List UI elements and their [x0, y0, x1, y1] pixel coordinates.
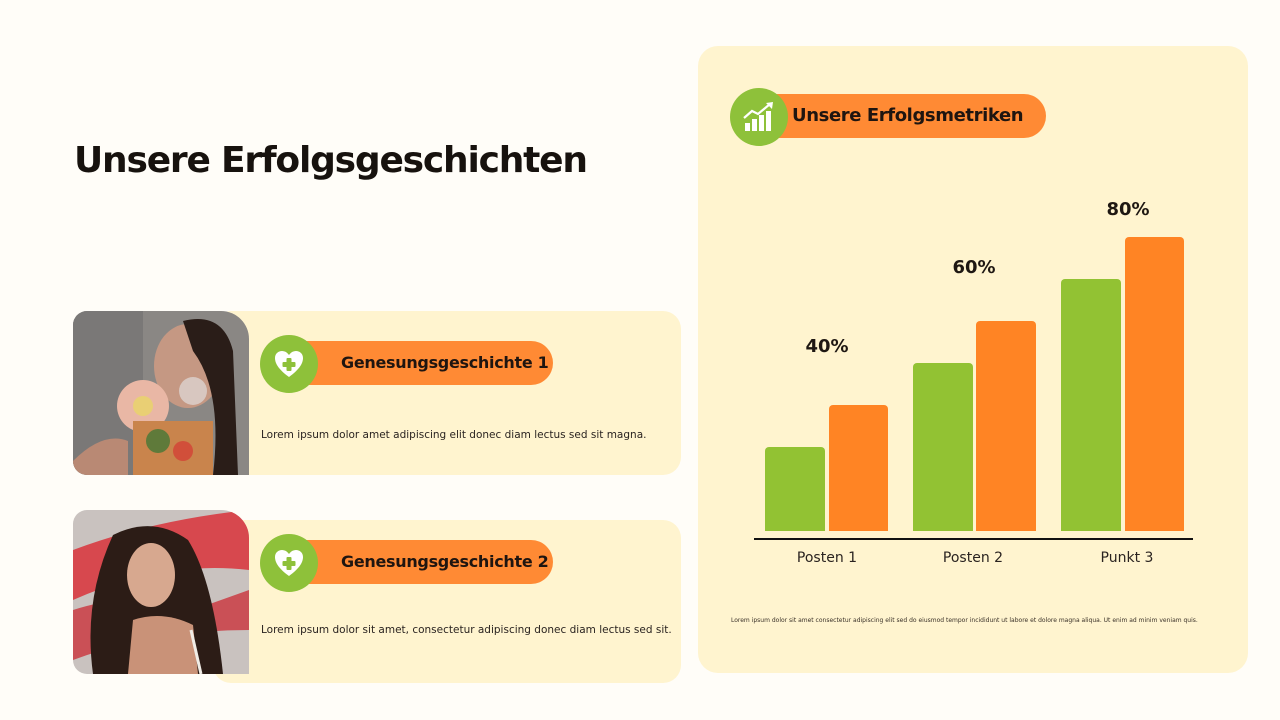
metrics-panel: Unsere Erfolgsmetriken 40% 60% 80% Poste…: [698, 46, 1248, 673]
value-label-punkt-3: 80%: [1106, 199, 1150, 220]
story-description: Lorem ipsum dolor sit amet, consectetur …: [261, 624, 672, 636]
category-label-punkt-3: Punkt 3: [1100, 550, 1154, 566]
bar-punkt-3-orange: [1125, 237, 1184, 531]
story-description: Lorem ipsum dolor amet adipiscing elit d…: [261, 429, 647, 441]
bar-posten-2-orange: [976, 321, 1036, 531]
bar-chart: 40% 60% 80% Posten 1 Posten 2 Punkt 3: [698, 46, 1248, 673]
value-label-posten-2: 60%: [952, 257, 996, 278]
metrics-title-pill: Unsere Erfolgsmetriken: [750, 94, 1046, 138]
category-label-posten-2: Posten 2: [942, 550, 1004, 566]
metrics-title: Unsere Erfolgsmetriken: [792, 105, 1024, 126]
woman-with-flowers-photo: [73, 311, 249, 475]
story-title: Genesungsgeschichte 1: [341, 353, 549, 372]
story-card-1: Genesungsgeschichte 1 Lorem ipsum dolor …: [73, 311, 681, 475]
metrics-footnote: Lorem ipsum dolor sit amet consectetur a…: [731, 617, 1198, 624]
page-title: Unsere Erfolgsgeschichten: [74, 140, 588, 181]
bar-posten-1-green: [765, 447, 825, 531]
story-card-2: Genesungsgeschichte 2 Lorem ipsum dolor …: [73, 510, 681, 683]
bar-punkt-3-green: [1061, 279, 1121, 531]
value-label-posten-1: 40%: [805, 336, 849, 357]
woman-red-fabric-photo: [73, 510, 249, 674]
heart-plus-icon: [260, 534, 318, 592]
story-title: Genesungsgeschichte 2: [341, 552, 549, 571]
chart-growth-icon: [730, 88, 788, 146]
bar-posten-1-orange: [829, 405, 888, 531]
bar-posten-2-green: [913, 363, 973, 531]
category-label-posten-1: Posten 1: [796, 550, 858, 566]
x-axis-line: [754, 538, 1193, 540]
heart-plus-icon: [260, 335, 318, 393]
